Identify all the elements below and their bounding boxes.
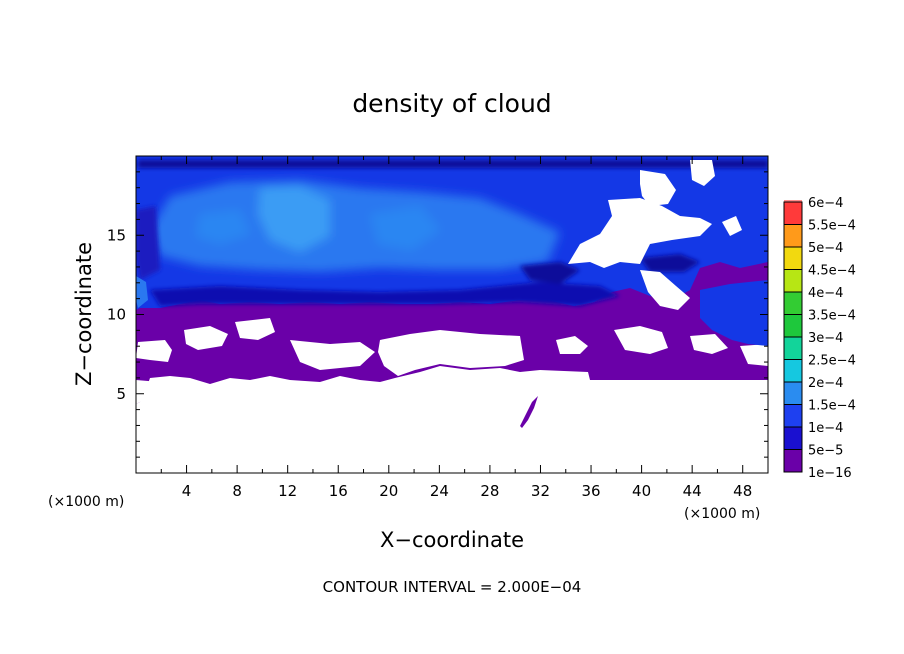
colorbar-label: 5.5e−4 <box>808 219 856 234</box>
x-tick-label: 48 <box>733 482 752 500</box>
colorbar-swatch <box>784 359 802 382</box>
colorbar-swatch <box>784 247 802 270</box>
y-tick-label: 5 <box>116 385 126 403</box>
x-axis-unit-right: (×1000 m) <box>684 506 760 522</box>
colorbar-swatch <box>784 404 802 427</box>
x-tick-label: 12 <box>278 482 297 500</box>
y-tick-label: 10 <box>107 306 126 324</box>
colorbar-swatch <box>784 292 802 315</box>
x-tick-label: 40 <box>632 482 651 500</box>
colorbar: 1e−16 5e−5 1e−4 1.5e−4 2e−4 2.5e−4 3e−4 3.5e−4 4… <box>783 196 856 481</box>
colorbar-label: 4.5e−4 <box>808 264 856 279</box>
colorbar-swatch <box>784 382 802 405</box>
colorbar-label: 6e−4 <box>808 196 843 211</box>
x-axis-ticks: 4 8 12 16 20 24 28 32 36 40 44 48 <box>160 156 752 500</box>
colorbar-label: 5e−5 <box>808 444 843 459</box>
x-tick-label: 4 <box>182 482 192 500</box>
x-tick-label: 44 <box>683 482 702 500</box>
x-tick-label: 8 <box>232 482 242 500</box>
colorbar-label: 1e−16 <box>808 466 852 481</box>
x-tick-label: 32 <box>531 482 550 500</box>
y-axis-label: Z−coordinate <box>72 242 96 386</box>
field-dark-zones <box>136 160 768 306</box>
colorbar-label: 3.5e−4 <box>808 309 856 324</box>
x-axis-unit-left: (×1000 m) <box>48 494 124 510</box>
x-tick-label: 28 <box>480 482 499 500</box>
field-streak <box>520 396 538 428</box>
x-tick-label: 36 <box>581 482 600 500</box>
x-tick-label: 24 <box>430 482 449 500</box>
x-axis-label: X−coordinate <box>380 528 524 552</box>
colorbar-label: 3e−4 <box>808 331 843 346</box>
x-tick-label: 20 <box>379 482 398 500</box>
field-left-patch <box>136 276 148 308</box>
y-tick-label: 15 <box>107 226 126 244</box>
field-upper-gaps <box>568 160 742 310</box>
colorbar-swatch <box>784 224 802 247</box>
colorbar-swatch-top <box>784 200 802 202</box>
colorbar-label: 2e−4 <box>808 376 843 391</box>
colorbar-swatch <box>784 202 802 225</box>
heatmap-field <box>136 156 768 473</box>
colorbar-label: 5e−4 <box>808 241 843 256</box>
colorbar-label: 1.5e−4 <box>808 399 856 414</box>
y-axis-ticks: 5 10 15 <box>107 171 768 458</box>
colorbar-swatch <box>784 269 802 292</box>
x-tick-label: 16 <box>329 482 348 500</box>
field-right-blue <box>700 280 768 346</box>
colorbar-swatch <box>784 314 802 337</box>
colorbar-swatch <box>784 427 802 450</box>
field-gaps <box>136 318 768 404</box>
colorbar-swatch <box>784 337 802 360</box>
colorbar-label: 4e−4 <box>808 286 843 301</box>
colorbar-label: 1e−4 <box>808 421 843 436</box>
contour-interval-note: CONTOUR INTERVAL = 2.000E−04 <box>323 578 582 596</box>
field-core <box>150 180 560 272</box>
colorbar-swatch <box>784 449 802 472</box>
colorbar-label: 2.5e−4 <box>808 354 856 369</box>
chart-title: density of cloud <box>352 89 551 118</box>
